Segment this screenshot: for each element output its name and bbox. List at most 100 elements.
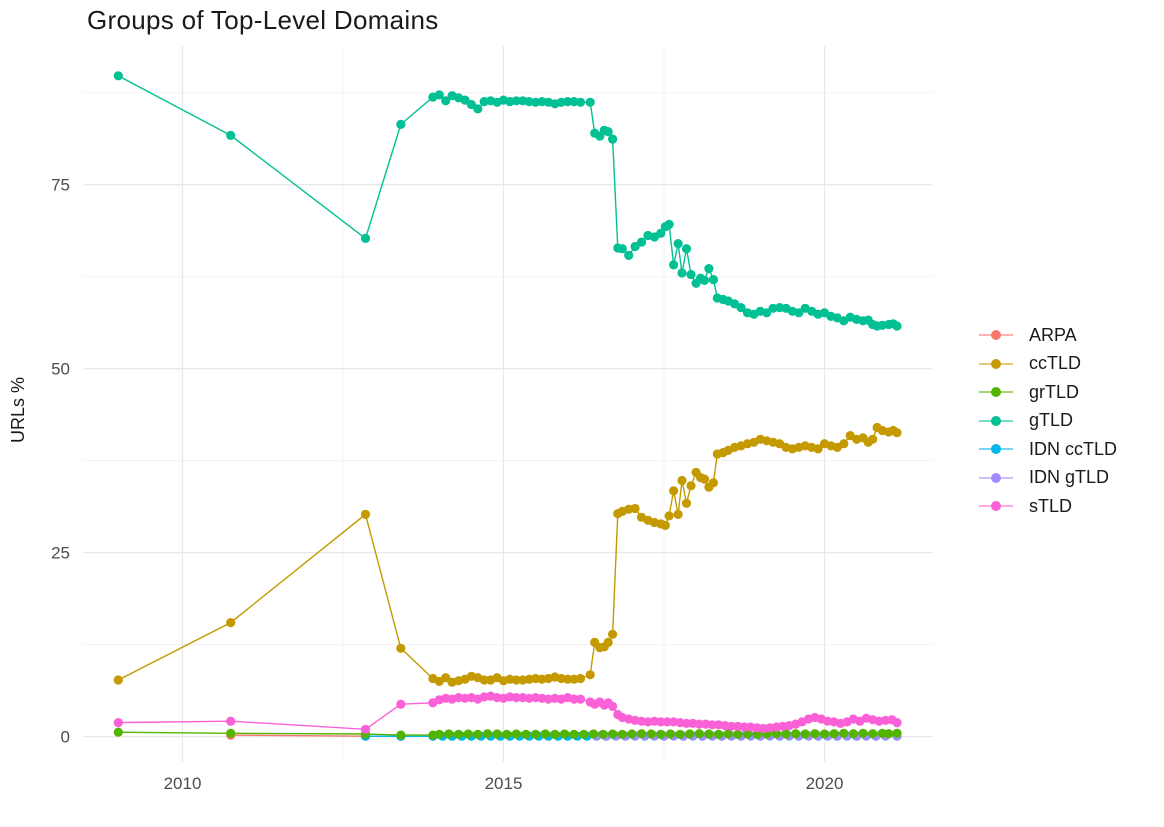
series-gtld-point <box>669 260 679 270</box>
series-cctld-point <box>686 481 696 491</box>
legend-item-arpa: ARPA <box>979 321 1117 350</box>
series-grtld-point <box>810 729 820 739</box>
series-grtld-point <box>598 729 608 740</box>
series-gtld-point <box>681 244 692 254</box>
series-gtld-point <box>686 269 696 280</box>
legend-item-cctld: ccTLD <box>979 350 1117 379</box>
series-grtld-point <box>579 729 589 740</box>
series-grtld-point <box>521 729 531 740</box>
legend-key-dot <box>991 501 1001 512</box>
series-stld-point <box>694 719 704 729</box>
series-cctld-point <box>660 520 670 531</box>
series-grtld-point <box>473 729 483 740</box>
series-stld-point <box>739 722 749 732</box>
series-gtld-point <box>673 239 683 249</box>
series-grtld-point <box>656 729 666 740</box>
series-stld-point <box>396 699 406 709</box>
series-grtld-point <box>454 729 464 740</box>
series-gtld-point <box>113 71 123 81</box>
series-grtld-point <box>884 729 894 739</box>
series-cctld-point <box>479 675 489 685</box>
series-grtld-point <box>502 729 512 740</box>
series-grtld-point <box>588 729 599 739</box>
series-grtld-point <box>646 729 656 739</box>
series-grtld-point <box>617 729 627 740</box>
series-gtld-point <box>466 99 476 110</box>
series-cctld-point <box>708 478 719 488</box>
series-grtld-point <box>829 729 839 739</box>
y-tick-label: 25 <box>51 544 70 563</box>
series-gtld-point <box>608 134 618 144</box>
series-grtld-point <box>771 729 782 739</box>
series-stld-point <box>726 721 737 731</box>
series-gtld-point <box>511 96 521 106</box>
series-grtld-point <box>627 729 637 739</box>
series-gtld-point <box>699 275 710 285</box>
series-stld-point <box>360 724 371 734</box>
series-gtld-point <box>664 219 674 229</box>
series-gtld-point <box>396 119 406 129</box>
chart-title: Groups of Top-Level Domains <box>87 5 439 35</box>
series-grtld-point <box>791 729 801 739</box>
series-grtld-point <box>444 729 454 739</box>
series-grtld-point <box>752 729 762 740</box>
series-grtld-point <box>559 729 570 739</box>
series-gtld-point <box>575 97 586 107</box>
legend-key-dot <box>991 444 1001 455</box>
series-stld-point <box>662 717 672 727</box>
series-cctld-point <box>630 503 640 514</box>
series-grtld-point <box>704 729 714 739</box>
series-grtld-point <box>800 729 810 739</box>
series-cctld-point <box>511 675 521 685</box>
series-grtld-point <box>482 729 493 739</box>
series-grtld-point <box>685 729 695 739</box>
series-gtld-point <box>360 233 371 243</box>
series-gtld-point <box>563 97 573 107</box>
series-gtld-point <box>603 127 613 137</box>
series-grtld-point <box>819 729 830 739</box>
legend-key-dot <box>991 358 1001 369</box>
legend-key-gtld <box>979 414 1013 428</box>
series-gtld-point <box>636 237 647 247</box>
series-cctld-point <box>664 511 674 521</box>
series-grtld-point <box>694 729 704 739</box>
series-cctld-point <box>226 618 236 628</box>
legend-key-cctld <box>979 357 1013 371</box>
series-cctld-point <box>575 673 586 684</box>
series-grtld-point <box>550 729 560 740</box>
series-grtld-point <box>636 729 647 739</box>
series-gtld-point <box>704 264 714 274</box>
series-grtld-point <box>733 729 743 740</box>
series-cctld-point <box>892 428 902 438</box>
legend-key-dot <box>991 387 1001 398</box>
series-cctld-point <box>669 486 679 496</box>
series-grtld-point <box>892 728 902 738</box>
y-tick-label: 50 <box>51 360 70 379</box>
legend-label-idn-cctld: IDN ccTLD <box>1029 438 1118 459</box>
legend: ARPA ccTLD grTLD gTLD IDN ccTLD IDN gTLD sTLD <box>979 321 1117 521</box>
x-tick-label: 2010 <box>164 774 202 793</box>
series-gtld-point <box>441 96 451 106</box>
legend-item-stld: sTLD <box>979 492 1117 521</box>
series-gtld-point <box>460 95 470 105</box>
legend-label-arpa: ARPA <box>1029 324 1077 345</box>
series-gtld-point <box>473 104 483 114</box>
legend-item-idn-gtld: IDN gTLD <box>979 464 1117 493</box>
series-grtld-point <box>848 729 859 739</box>
series-grtld-point <box>569 729 579 740</box>
series-gtld-point <box>708 275 719 285</box>
series-grtld-point <box>540 729 550 739</box>
series-gtld-point <box>656 228 666 238</box>
series-cctld-point <box>608 629 618 639</box>
series-gtld-point <box>677 268 687 278</box>
legend-item-grtld: grTLD <box>979 378 1117 407</box>
legend-key-dot <box>991 330 1001 341</box>
series-cctld-point <box>441 673 451 683</box>
series-gtld-point <box>892 321 902 331</box>
y-tick-label: 0 <box>61 728 70 747</box>
series-stld-point <box>569 694 579 704</box>
series-grtld-point <box>434 729 444 740</box>
series-cctld-point <box>839 439 849 449</box>
x-tick-label: 2020 <box>806 774 844 793</box>
